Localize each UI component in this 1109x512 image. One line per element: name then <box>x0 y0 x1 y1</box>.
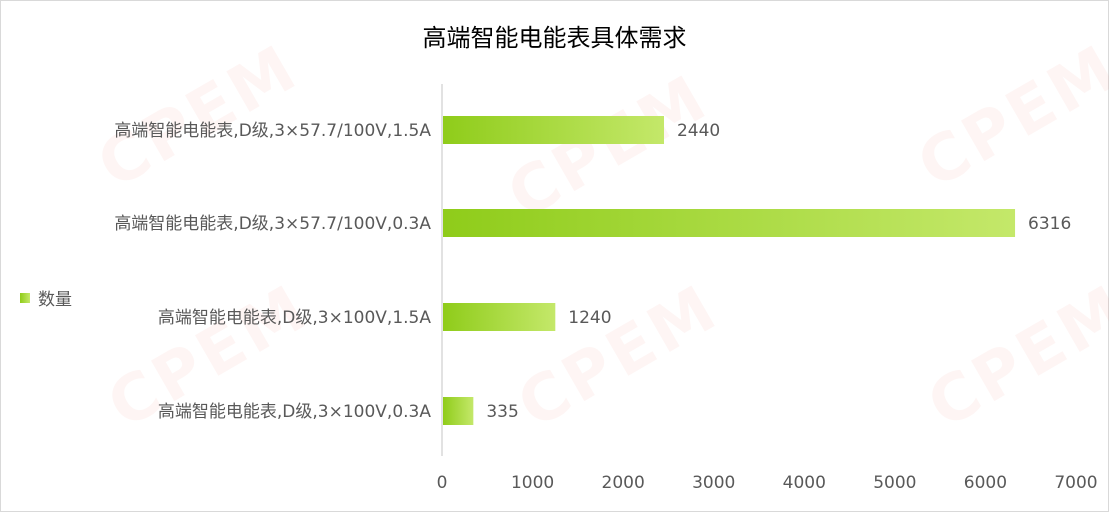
bar <box>443 397 474 425</box>
x-tick-label: 6000 <box>964 473 1007 493</box>
chart-title: 高端智能电能表具体需求 <box>422 24 687 52</box>
x-tick-label: 2000 <box>602 473 645 493</box>
legend-label: 数量 <box>38 290 72 310</box>
x-tick-label: 5000 <box>873 473 916 493</box>
category-label: 高端智能电能表,D级,3×57.7/100V,0.3A <box>114 214 431 234</box>
legend-swatch <box>20 292 30 303</box>
data-label: 6316 <box>1028 214 1071 234</box>
category-label: 高端智能电能表,D级,3×100V,0.3A <box>158 402 431 422</box>
category-label: 高端智能电能表,D级,3×100V,1.5A <box>158 308 431 328</box>
x-tick-label: 4000 <box>783 473 826 493</box>
bar <box>443 209 1016 237</box>
data-label: 2440 <box>677 121 720 141</box>
x-tick-label: 0 <box>437 473 448 493</box>
data-label: 335 <box>486 402 518 422</box>
x-tick-label: 3000 <box>692 473 735 493</box>
category-label: 高端智能电能表,D级,3×57.7/100V,1.5A <box>114 121 431 141</box>
legend: 数量 <box>20 285 72 310</box>
bar <box>443 116 664 144</box>
bar <box>443 303 556 331</box>
x-tick-label: 7000 <box>1054 473 1097 493</box>
x-tick-label: 1000 <box>511 473 554 493</box>
data-label: 1240 <box>568 308 611 328</box>
